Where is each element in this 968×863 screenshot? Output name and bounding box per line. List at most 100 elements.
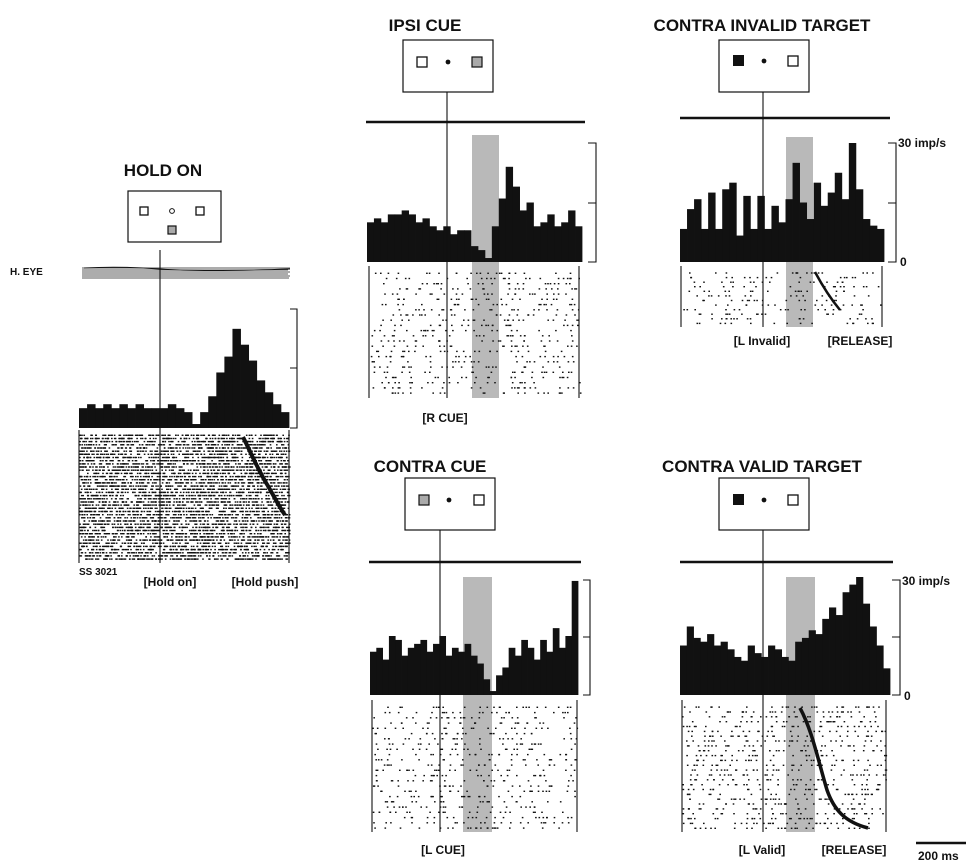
spike-dot: [202, 494, 204, 497]
spike-dot: [169, 434, 171, 436]
spike-dot: [102, 488, 105, 490]
spike-dot: [169, 447, 172, 449]
spike-dot: [109, 472, 111, 475]
spike-dot: [252, 472, 255, 475]
spike-dot: [88, 552, 91, 554]
spike-dot: [262, 542, 264, 544]
spike-dot: [101, 504, 104, 506]
spike-dot: [140, 463, 143, 465]
spike-dot: [210, 447, 212, 449]
spike-dot: [172, 529, 175, 532]
spike-dot: [280, 517, 283, 519]
spike-dot: [117, 485, 120, 487]
spike-dot: [237, 450, 239, 452]
spike-dot: [210, 536, 212, 538]
spike-dot: [157, 517, 160, 519]
spike-dot: [276, 491, 278, 494]
spike-dot: [260, 507, 262, 509]
spike-dot: [83, 526, 85, 529]
spike-dot: [172, 453, 175, 455]
spike-dot: [240, 447, 242, 449]
spike-dot: [268, 472, 270, 475]
spike-dot: [283, 450, 285, 452]
spike-dot: [259, 444, 261, 446]
spike-dot: [221, 514, 223, 516]
spike-dot: [98, 444, 101, 446]
spike-dot: [192, 501, 194, 503]
spike-dot: [255, 472, 258, 475]
spike-dot: [211, 440, 213, 443]
spike-dot: [170, 491, 173, 494]
spike-dot: [105, 504, 107, 506]
spike-dot: [90, 450, 92, 452]
spike-dot: [253, 501, 255, 503]
spike-dot: [189, 453, 191, 455]
spike-dot: [87, 507, 89, 509]
spike-dot: [118, 437, 120, 440]
spike-dot: [101, 523, 103, 525]
spike-dot: [132, 463, 134, 465]
spike-dot: [93, 510, 95, 513]
spike-dot: [207, 491, 210, 494]
spike-dot: [202, 434, 204, 436]
spike-dot: [124, 482, 127, 484]
spike-dot: [285, 450, 288, 452]
spike-dot: [179, 542, 181, 544]
spike-dot: [203, 482, 206, 484]
spike-dot: [237, 434, 240, 436]
spike-dot: [232, 456, 235, 459]
spike-dot: [205, 444, 207, 446]
spike-dot: [156, 447, 159, 449]
spike-dot: [92, 501, 95, 503]
spike-dot: [285, 466, 288, 468]
spike-dot: [272, 539, 275, 541]
spike-dot: [276, 517, 279, 519]
spike-dot: [206, 466, 208, 468]
spike-dot: [210, 501, 212, 503]
spike-dot: [174, 545, 176, 548]
spike-dot: [203, 526, 205, 529]
spike-dot: [178, 469, 181, 471]
spike-dot: [118, 514, 121, 516]
spike-dot: [110, 548, 113, 551]
spike-dot: [168, 504, 171, 506]
spike-dot: [127, 542, 129, 544]
spike-dot: [145, 447, 148, 449]
spike-dot: [134, 479, 136, 481]
spike-dot: [219, 514, 222, 516]
spike-dot: [175, 510, 178, 513]
spike-dot: [265, 450, 268, 452]
spike-dot: [104, 523, 107, 525]
spike-dot: [98, 456, 100, 459]
spike-dot: [159, 463, 162, 465]
spike-dot: [233, 460, 235, 462]
spike-dot: [134, 494, 137, 497]
spike-dot: [191, 514, 193, 516]
spike-dot: [168, 466, 170, 468]
spike-dot: [164, 437, 166, 440]
spike-dot: [266, 517, 269, 519]
spike-dot: [184, 545, 186, 548]
spike-dot: [114, 507, 117, 509]
spike-dot: [83, 456, 85, 459]
spike-dot: [194, 552, 197, 554]
spike-dot: [177, 510, 179, 513]
spike-dot: [222, 526, 225, 529]
spike-dot: [178, 453, 180, 455]
spike-dot: [144, 475, 147, 478]
spike-dot: [211, 533, 214, 535]
spike-dot: [184, 555, 187, 557]
spike-dot: [220, 498, 223, 500]
spike-dot: [230, 466, 232, 468]
spike-dot: [222, 555, 224, 557]
spike-dot: [140, 482, 143, 484]
spike-dot: [248, 437, 251, 440]
spike-dot: [136, 479, 138, 481]
spike-dot: [213, 472, 216, 475]
spike-dot: [170, 529, 173, 532]
spike-dot: [161, 456, 164, 459]
spike-dot: [114, 488, 117, 490]
spike-dot: [175, 539, 177, 541]
spike-dot: [152, 460, 154, 462]
spike-dot: [140, 434, 143, 436]
